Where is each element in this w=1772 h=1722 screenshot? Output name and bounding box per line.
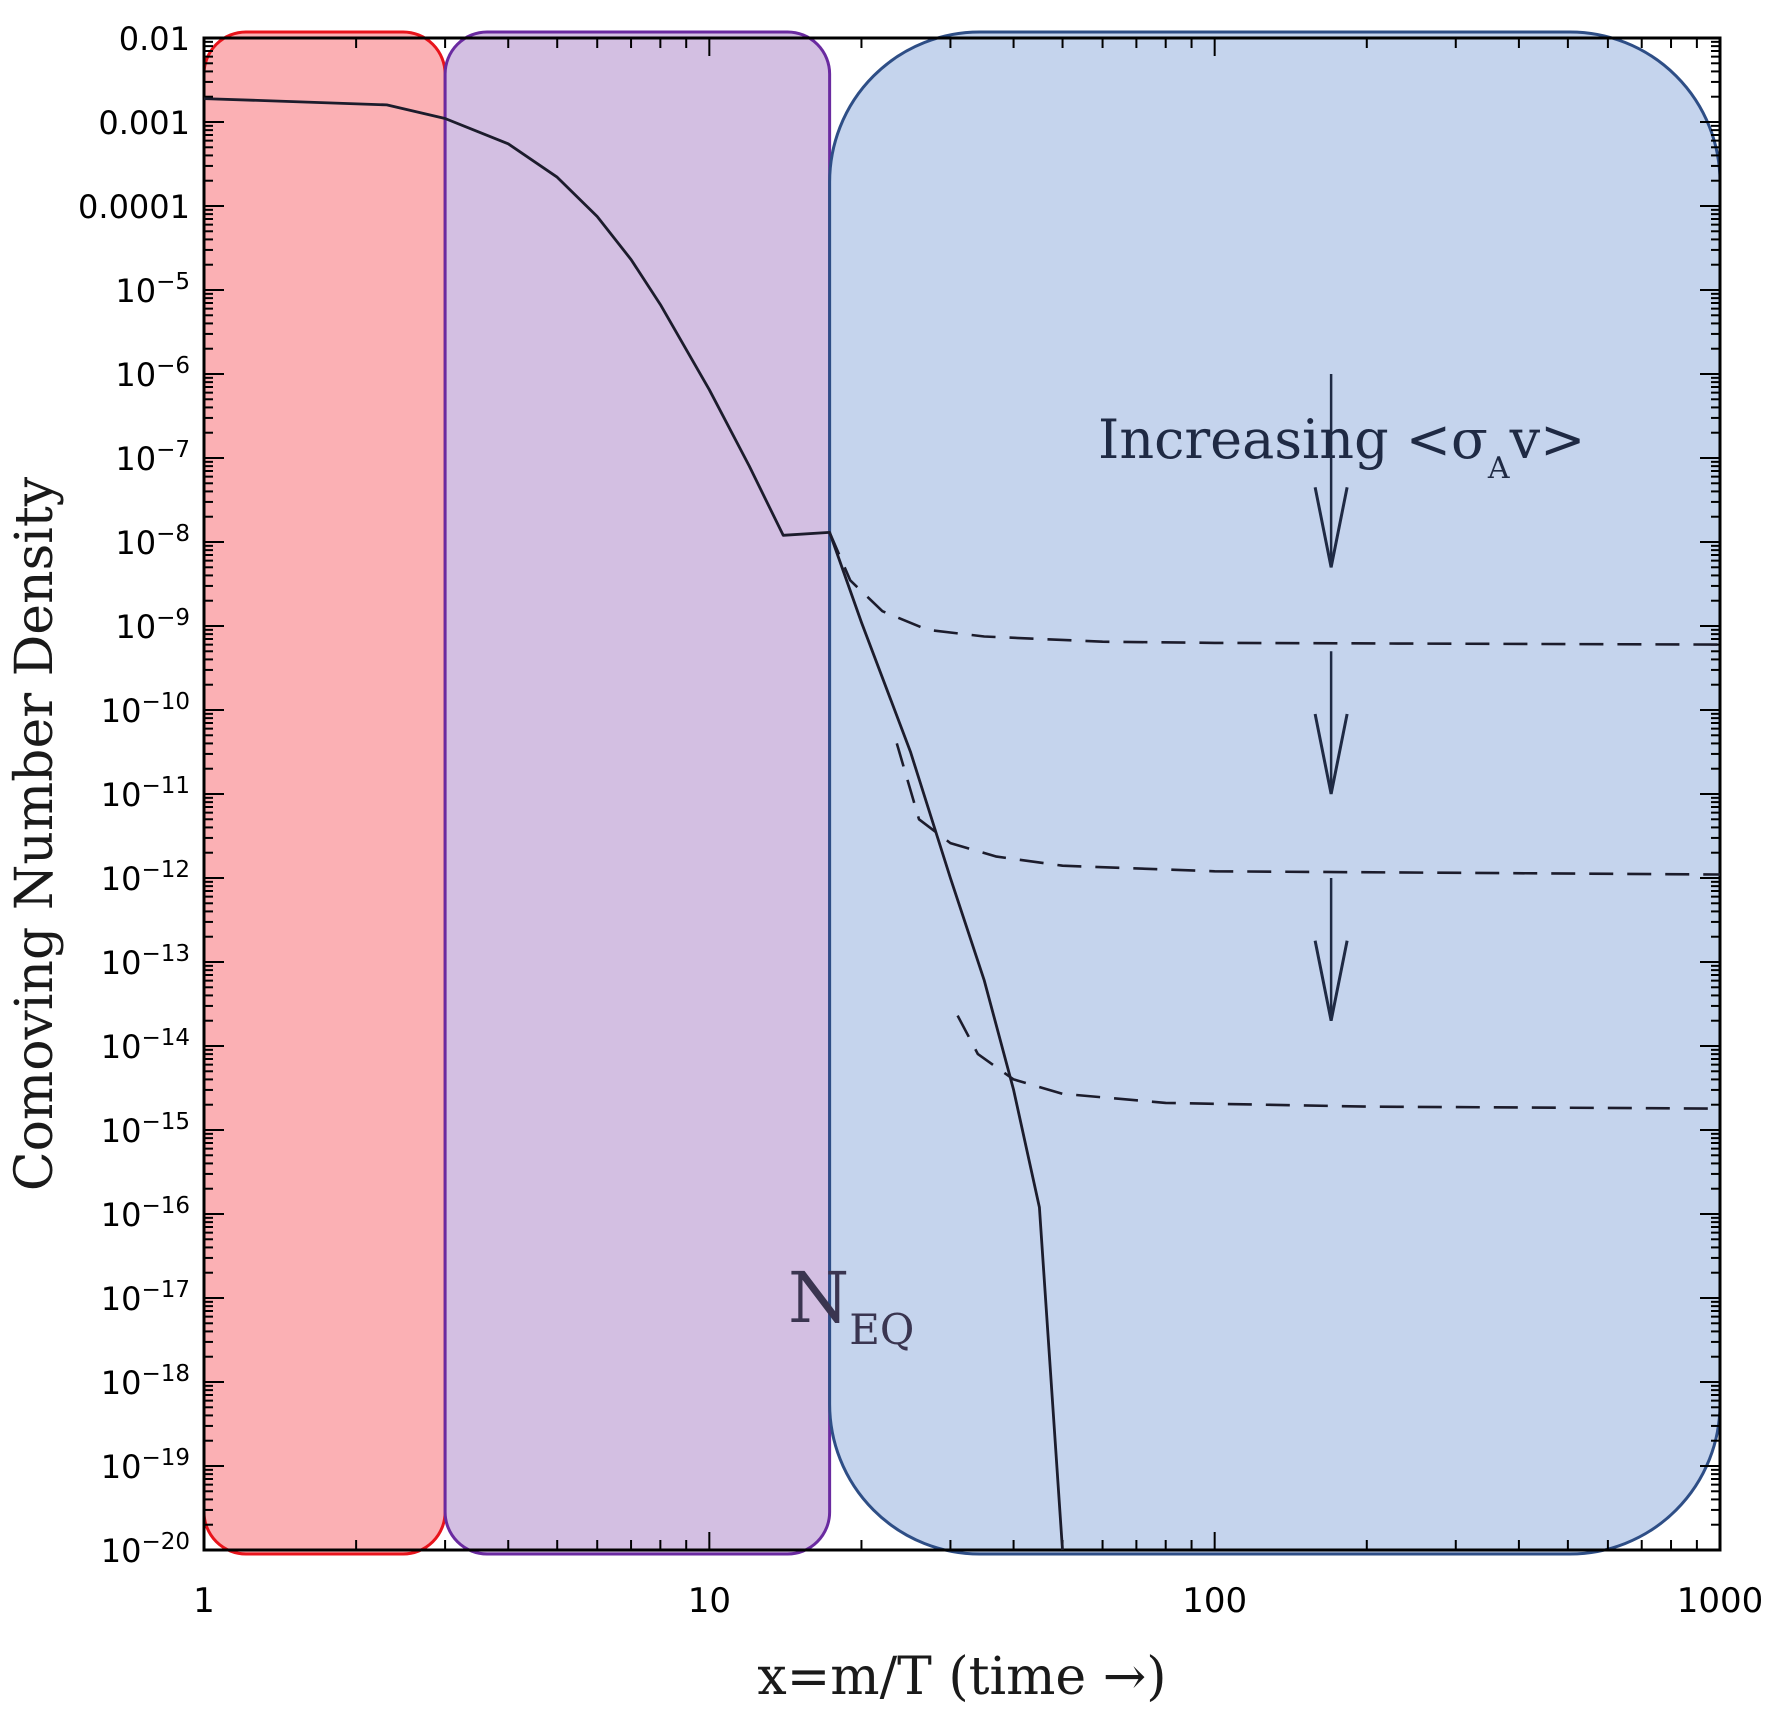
y-tick-exponent: −10 <box>141 689 190 715</box>
y-tick-label: 10−10 <box>101 689 190 730</box>
x-axis-title: x=m/T (time →) <box>757 1647 1166 1707</box>
y-tick-exponent: −16 <box>141 1193 190 1219</box>
y-tick-label: 10−17 <box>101 1277 190 1318</box>
y-axis-title: Comoving Number Density <box>5 476 65 1191</box>
tick-labels-layer: 1 10 100 10000.010.0010.000110−510−610−710−… <box>78 20 1763 1621</box>
n-eq-label: NEQ <box>788 1257 914 1354</box>
y-tick-label: 10−14 <box>101 1025 190 1066</box>
y-tick-exponent: −8 <box>156 521 190 547</box>
down-arrow-1 <box>1313 374 1349 568</box>
arrow-head <box>1313 713 1349 795</box>
y-tick-exponent: −5 <box>156 269 190 295</box>
y-tick-base: 10 <box>101 776 142 814</box>
series-freeze-out-1 <box>828 531 1721 646</box>
y-tick-label: 0.01 <box>119 20 190 58</box>
y-tick-base: 10 <box>115 524 156 562</box>
y-tick-base: 10 <box>115 272 156 310</box>
y-tick-base: 10 <box>101 1532 142 1570</box>
plot-frame <box>202 36 1722 1552</box>
y-tick-label: 10−6 <box>115 353 190 394</box>
y-tick-label: 0.0001 <box>78 188 190 226</box>
purple-region <box>443 30 832 1556</box>
y-tick-label: 10−20 <box>101 1529 190 1570</box>
x-tick-label: 1 <box>193 1581 215 1621</box>
y-tick-exponent: −15 <box>141 1109 190 1135</box>
series-n-eq <box>203 97 1064 1551</box>
y-tick-label: 10−19 <box>101 1445 190 1486</box>
arrow-head <box>1313 940 1349 1022</box>
y-tick-exponent: −12 <box>141 857 190 883</box>
x-tick-label: 10 <box>688 1581 731 1621</box>
series-freeze-out-2 <box>895 743 1721 876</box>
series-freeze-out-3 <box>956 1014 1721 1110</box>
y-tick-exponent: −9 <box>156 605 190 631</box>
y-tick-label: 10−7 <box>115 437 190 478</box>
increasing-label-subscript: A <box>1487 451 1510 486</box>
y-tick-base: 10 <box>101 1112 142 1150</box>
y-tick-base: 0.0001 <box>78 188 190 226</box>
increasing-label-main: Increasing <σ <box>1098 408 1488 471</box>
y-tick-label: 10−13 <box>101 941 190 982</box>
y-tick-label: 10−16 <box>101 1193 190 1234</box>
y-tick-exponent: −18 <box>141 1361 190 1387</box>
y-tick-exponent: −19 <box>141 1445 190 1471</box>
y-tick-base: 10 <box>101 944 142 982</box>
y-tick-exponent: −11 <box>141 773 190 799</box>
y-tick-base: 10 <box>101 692 142 730</box>
y-tick-base: 10 <box>101 1448 142 1486</box>
x-tick-label: 1000 <box>1677 1581 1764 1621</box>
y-tick-label: 0.001 <box>98 104 190 142</box>
n-eq-label-subscript: EQ <box>849 1305 914 1354</box>
y-tick-label: 10−9 <box>115 605 190 646</box>
y-tick-label: 10−15 <box>101 1109 190 1150</box>
y-tick-base: 0.01 <box>119 20 190 58</box>
y-tick-exponent: −14 <box>141 1025 190 1051</box>
y-tick-label: 10−11 <box>101 773 190 814</box>
y-tick-label: 10−8 <box>115 521 190 562</box>
increasing-label-end: v> <box>1509 408 1586 471</box>
y-tick-exponent: −20 <box>141 1529 190 1555</box>
regions-layer <box>202 30 1722 1556</box>
arrows-layer <box>1313 374 1349 1022</box>
y-tick-base: 10 <box>101 1196 142 1234</box>
y-tick-label: 10−18 <box>101 1361 190 1402</box>
y-tick-base: 10 <box>101 860 142 898</box>
y-tick-base: 10 <box>101 1364 142 1402</box>
y-tick-exponent: −17 <box>141 1277 190 1303</box>
y-tick-label: 10−5 <box>115 269 190 310</box>
red-region <box>202 30 447 1556</box>
y-tick-label: 10−12 <box>101 857 190 898</box>
blue-region <box>828 30 1722 1556</box>
x-tick-label: 100 <box>1182 1581 1247 1621</box>
y-tick-base: 10 <box>115 356 156 394</box>
n-eq-label-main: N <box>788 1257 849 1339</box>
y-tick-base: 10 <box>101 1280 142 1318</box>
y-tick-exponent: −13 <box>141 941 190 967</box>
increasing-sigma-v-label: Increasing <σAv> <box>1098 408 1585 486</box>
y-tick-base: 10 <box>115 608 156 646</box>
down-arrow-2 <box>1313 651 1349 795</box>
y-tick-exponent: −7 <box>156 437 190 463</box>
arrow-head <box>1313 486 1349 568</box>
series-layer <box>203 97 1721 1551</box>
y-tick-exponent: −6 <box>156 353 190 379</box>
down-arrow-3 <box>1313 878 1349 1022</box>
y-tick-base: 10 <box>101 1028 142 1066</box>
y-tick-base: 10 <box>115 440 156 478</box>
y-tick-base: 0.001 <box>98 104 190 142</box>
